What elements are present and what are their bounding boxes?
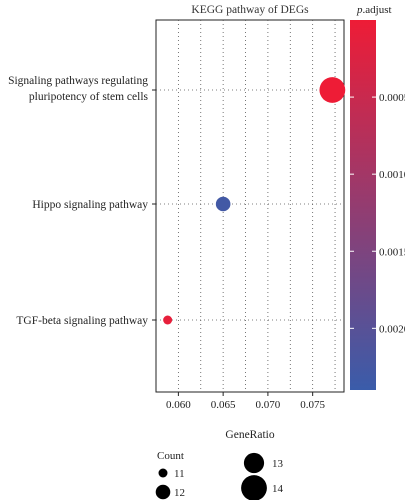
size-legend-circle bbox=[241, 475, 267, 500]
y-category-label: Signaling pathways regulating pluripotenc… bbox=[8, 75, 148, 103]
color-legend-tick-label: 0.0015 bbox=[379, 246, 405, 258]
color-legend-gradient-bar bbox=[350, 20, 376, 390]
x-tick-label: 0.060 bbox=[166, 399, 191, 411]
y-category-label: Hippo signaling pathway bbox=[32, 199, 148, 211]
color-legend-tick-label: 0.0020 bbox=[379, 323, 405, 335]
size-legend-label: 11 bbox=[174, 468, 185, 480]
size-legend-circle bbox=[243, 452, 265, 474]
data-point bbox=[163, 315, 173, 325]
size-legend-label: 12 bbox=[174, 487, 185, 499]
plot-panel bbox=[155, 19, 345, 393]
x-axis-label: GeneRatio bbox=[225, 429, 274, 441]
color-legend-title-italic: p bbox=[356, 4, 363, 16]
size-legend-label: 14 bbox=[272, 483, 284, 495]
size-legend-label: 13 bbox=[272, 458, 284, 470]
x-axis-ticks: 0.060 0.065 0.070 0.075 bbox=[166, 392, 326, 411]
color-legend-title: p.adjust bbox=[356, 4, 392, 16]
size-legend-items: 11 12 13 14 bbox=[155, 452, 284, 500]
y-category-label: TGF-beta signaling pathway bbox=[16, 315, 148, 327]
data-points bbox=[163, 77, 346, 325]
x-tick-label: 0.070 bbox=[256, 399, 281, 411]
y-axis-categories: Signaling pathways regulating pluripotenc… bbox=[8, 75, 156, 327]
data-point bbox=[215, 196, 231, 212]
size-legend: Count 11 12 13 14 bbox=[155, 450, 284, 500]
data-point bbox=[319, 77, 346, 103]
size-legend-title: Count bbox=[157, 450, 184, 462]
color-legend-tick-label: 0.0005 bbox=[379, 92, 405, 104]
size-legend-circle bbox=[158, 468, 168, 478]
chart-title: KEGG pathway of DEGs bbox=[191, 4, 309, 16]
x-tick-label: 0.065 bbox=[211, 399, 236, 411]
color-legend-title-rest: .adjust bbox=[363, 4, 392, 16]
grid-lines bbox=[156, 20, 344, 392]
size-legend-circle bbox=[155, 484, 171, 500]
x-tick-label: 0.075 bbox=[300, 399, 325, 411]
